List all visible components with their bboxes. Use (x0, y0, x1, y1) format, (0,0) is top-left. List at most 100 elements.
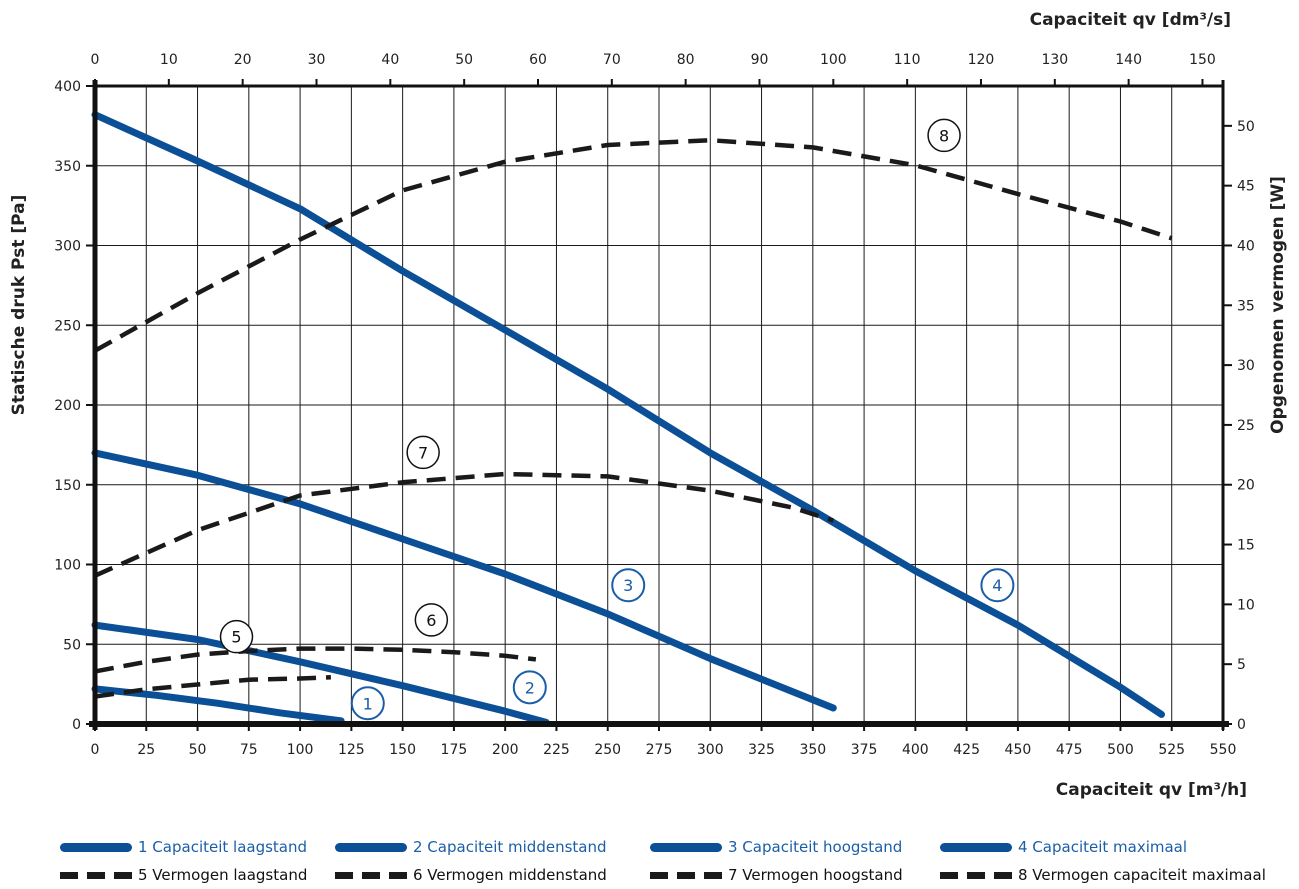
legend-label: 8 Vermogen capaciteit maximaal (1018, 866, 1266, 884)
y-right-axis-title: Opgenomen vermogen [W] (1268, 176, 1288, 434)
legend-label: 5 Vermogen laagstand (138, 866, 308, 884)
legend-swatch-dashed (60, 871, 132, 879)
y-right-tick-label: 35 (1237, 298, 1255, 314)
series-2-marker-circle (512, 670, 547, 705)
y-left-tick-label: 200 (54, 398, 81, 414)
series-7-line (94, 471, 834, 578)
x-top-tick-label: 150 (1189, 52, 1216, 68)
x-bottom-tick-label: 125 (338, 742, 365, 758)
x-top-tick-label: 110 (894, 52, 921, 68)
x-top-tick-label: 50 (455, 52, 473, 68)
legend-label: 1 Capaciteit laagstand (138, 838, 308, 856)
x-bottom-tick-label: 250 (594, 742, 621, 758)
x-bottom-tick-label: 150 (389, 742, 416, 758)
legend-label: 2 Capaciteit middenstand (413, 838, 607, 856)
y-right-tick-label: 25 (1237, 418, 1255, 434)
series-2-marker-label: 2 (525, 678, 535, 697)
x-top-tick-label: 120 (968, 52, 995, 68)
x-bottom-tick-label: 275 (646, 742, 673, 758)
x-bottom-tick-label: 375 (851, 742, 878, 758)
series-2-line (91, 621, 550, 726)
legend-item-7: 7 Vermogen hoogstand (650, 866, 940, 884)
legend-item-6: 6 Vermogen middenstand (335, 866, 650, 884)
axis-labels: 0 25 50 75 100 125 150 175 200 225 250 275 300 325 350… (9, 10, 1288, 800)
legend-item-3: 3 Capaciteit hoogstand (650, 838, 940, 856)
y-left-tick-label: 250 (54, 318, 81, 334)
series-1-marker-circle (350, 686, 385, 721)
legend: 1 Capaciteit laagstand 2 Capaciteit midd… (60, 833, 1290, 889)
x-top-tick-label: 100 (820, 52, 847, 68)
y-right-tick-label: 30 (1237, 358, 1255, 374)
y-right-tick-label: 50 (1237, 119, 1255, 135)
series-markers: 1 2 3 4 5 6 7 8 (219, 118, 1015, 721)
series-7-marker-label: 7 (418, 443, 428, 462)
legend-swatch-solid (650, 842, 722, 852)
x-bottom-tick-label: 50 (189, 742, 207, 758)
y-right-tick-label: 15 (1237, 538, 1255, 554)
x-bottom-tick-label: 525 (1158, 742, 1185, 758)
y-left-tick-label: 50 (63, 637, 81, 653)
series-1-line (91, 685, 345, 725)
x-bottom-tick-label: 475 (1056, 742, 1083, 758)
series-6-marker-label: 6 (426, 611, 436, 630)
legend-row-power: 5 Vermogen laagstand 6 Vermogen middenst… (60, 861, 1290, 889)
y-right-tick-label: 20 (1237, 478, 1255, 494)
y-left-axis-title: Statische druk Pst [Pa] (9, 195, 29, 416)
series-5-marker-label: 5 (231, 628, 241, 647)
series-3-marker-label: 3 (623, 576, 633, 595)
series-4-marker-label: 4 (992, 576, 1002, 595)
series-5-marker-circle (219, 619, 254, 654)
x-bottom-tick-label: 200 (492, 742, 519, 758)
y-right-tick-label: 0 (1237, 717, 1246, 733)
series-5-line (94, 675, 331, 699)
x-top-tick-label: 80 (677, 52, 695, 68)
x-top-tick-label: 60 (529, 52, 547, 68)
y-right-tick-label: 45 (1237, 179, 1255, 195)
series-3-marker-circle (611, 568, 646, 603)
legend-row-capacity: 1 Capaciteit laagstand 2 Capaciteit midd… (60, 833, 1290, 861)
x-top-tick-label: 0 (91, 52, 100, 68)
legend-swatch-dashed (335, 871, 407, 879)
y-right-tick-label: 40 (1237, 238, 1255, 254)
legend-item-8: 8 Vermogen capaciteit maximaal (940, 866, 1290, 884)
legend-swatch-solid (335, 842, 407, 852)
x-top-tick-label: 70 (603, 52, 621, 68)
series-layer (91, 111, 1173, 726)
x-top-tick-label: 10 (160, 52, 178, 68)
x-bottom-tick-label: 350 (799, 742, 826, 758)
x-top-tick-label: 20 (234, 52, 252, 68)
x-top-tick-label: 130 (1041, 52, 1068, 68)
x-bottom-tick-label: 450 (1005, 742, 1032, 758)
legend-label: 3 Capaciteit hoogstand (728, 838, 903, 856)
legend-item-1: 1 Capaciteit laagstand (60, 838, 335, 856)
x-bottom-tick-label: 425 (953, 742, 980, 758)
series-8-line (93, 137, 1173, 353)
x-bottom-tick-label: 550 (1210, 742, 1237, 758)
y-left-tick-label: 300 (54, 239, 81, 255)
series-3-line (91, 449, 837, 712)
x-top-tick-label: 140 (1115, 52, 1142, 68)
legend-label: 7 Vermogen hoogstand (728, 866, 903, 884)
x-bottom-tick-label: 400 (902, 742, 929, 758)
y-left-tick-label: 150 (54, 478, 81, 494)
legend-swatch-solid (60, 842, 132, 852)
series-8-marker-circle (927, 118, 961, 153)
x-top-tick-label: 40 (381, 52, 399, 68)
series-1-marker-label: 1 (363, 694, 373, 713)
x-bottom-tick-label: 25 (137, 742, 155, 758)
y-left-tick-label: 0 (72, 717, 81, 733)
y-right-tick-label: 5 (1237, 657, 1246, 673)
x-bottom-tick-label: 0 (91, 742, 100, 758)
x-bottom-axis-title: Capaciteit qv [m³/h] (1056, 780, 1247, 800)
legend-item-4: 4 Capaciteit maximaal (940, 838, 1290, 856)
series-4-marker-circle (980, 568, 1015, 603)
legend-swatch-dashed (650, 871, 722, 879)
series-6-marker-circle (414, 603, 449, 637)
y-left-tick-label: 350 (54, 159, 81, 175)
x-bottom-tick-label: 500 (1107, 742, 1134, 758)
series-8-marker-label: 8 (939, 126, 949, 145)
x-bottom-tick-label: 325 (748, 742, 775, 758)
y-left-tick-label: 100 (54, 558, 81, 574)
x-bottom-tick-label: 75 (240, 742, 258, 758)
legend-label: 6 Vermogen middenstand (413, 866, 607, 884)
